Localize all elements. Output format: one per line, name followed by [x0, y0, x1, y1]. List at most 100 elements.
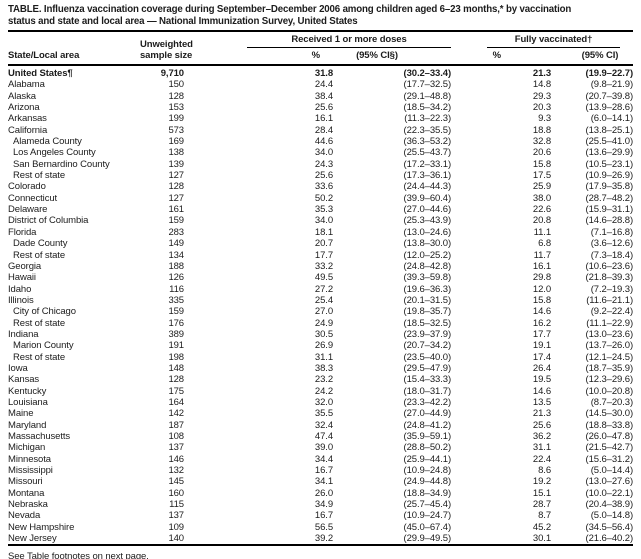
col-header-full-ci: (95% CI) — [581, 50, 619, 61]
table-row: Florida 283 18.1 (13.0–24.6) 11.1 (7.1–16.8) — [8, 227, 633, 238]
full-ci-cell: (14.6–28.8) — [585, 215, 634, 227]
full-ci-cell: (11.6–21.1) — [586, 294, 634, 306]
full-ci-cell: (8.7–20.3) — [590, 396, 634, 408]
dose1-ci-cell: (35.9–59.1) — [403, 431, 452, 442]
dose1-ci-cell: (25.3–43.9) — [403, 215, 452, 227]
full-ci-cell: (13.0–23.6) — [585, 328, 634, 340]
dose1-percent-cell: 26.0 — [314, 487, 333, 499]
full-ci-cell: (18.8–33.8) — [585, 419, 634, 431]
full-percent-cell: 38.0 — [532, 192, 552, 204]
col-group-fully-vaccinated: Fully vaccinated† — [451, 31, 633, 48]
dose1-ci-cell: (29.1–48.8) — [403, 90, 452, 102]
sample-size-cell: 138 — [168, 147, 184, 159]
full-percent-cell: 14.8 — [532, 79, 552, 91]
full-percent-cell: 17.5 — [532, 170, 552, 182]
dose1-percent-cell: 27.2 — [314, 283, 333, 295]
sample-size-cell: 150 — [168, 79, 184, 91]
dose1-ci-cell: (36.3–53.2) — [403, 136, 452, 148]
table-row: Nebraska 115 34.9 (25.7–45.4) 28.7 (20.4–38.9… — [8, 499, 633, 510]
full-ci-cell: (21.6–40.2) — [585, 533, 634, 545]
table-row: Alabama 150 24.4 (17.7–32.5) 14.8 (9.8–21.9) — [8, 79, 633, 90]
sample-size-cell: 137 — [168, 510, 184, 522]
full-percent-cell: 8.6 — [538, 465, 552, 477]
sample-size-cell: 176 — [168, 317, 184, 329]
dose1-ci-cell: (10.9–24.7) — [403, 510, 452, 522]
full-ci-cell: (14.5–30.0) — [585, 408, 634, 420]
dose1-ci-cell: (39.9–60.4) — [403, 192, 452, 204]
area-cell: Rest of state — [13, 170, 66, 182]
table-row: Arizona 153 25.6 (18.5–34.2) 20.3 (13.9–28.6) — [8, 102, 633, 113]
sample-size-cell: 9,710 — [160, 68, 184, 79]
full-ci-cell: (25.5–41.0) — [585, 136, 634, 148]
full-ci-cell: (10.5–23.1) — [585, 158, 634, 170]
full-ci-cell: (12.3–29.6) — [585, 374, 634, 386]
dose1-ci-cell: (17.2–33.1) — [403, 158, 452, 170]
full-ci-cell: (13.7–26.0) — [585, 340, 634, 352]
full-ci-cell: (20.7–39.8) — [585, 90, 634, 102]
table-row: Michigan 137 39.0 (28.8–50.2) 31.1 (21.5–42.7… — [8, 442, 633, 453]
full-percent-cell: 8.7 — [538, 510, 552, 522]
dose1-ci-cell: (19.6–36.3) — [403, 283, 452, 295]
dose1-percent-cell: 33.6 — [314, 181, 333, 193]
area-cell: New Jersey — [8, 533, 57, 545]
dose1-percent-cell: 24.3 — [314, 158, 333, 170]
sample-size-cell: 134 — [168, 249, 184, 261]
sample-size-cell: 389 — [168, 328, 184, 340]
full-ci-cell: (26.0–47.8) — [585, 431, 634, 442]
area-cell: Kentucky — [8, 385, 47, 397]
sample-size-cell: 573 — [168, 124, 184, 136]
dose1-ci-cell: (20.1–31.5) — [403, 294, 452, 306]
table-row: Alaska 128 38.4 (29.1–48.8) 29.3 (20.7–39.8) — [8, 91, 633, 102]
full-ci-cell: (5.0–14.8) — [590, 510, 634, 522]
dose1-percent-cell: 20.7 — [314, 238, 333, 250]
table-title: TABLE. Influenza vaccination coverage du… — [8, 4, 633, 27]
table-row: Maine 142 35.5 (27.0–44.9) 21.3 (14.5–30.0) — [8, 408, 633, 419]
full-percent-cell: 31.1 — [532, 442, 552, 454]
dose1-ci-cell: (30.2–33.4) — [403, 68, 452, 79]
area-cell: United States¶ — [8, 68, 73, 79]
dose1-percent-cell: 24.2 — [314, 385, 333, 397]
dose1-ci-cell: (25.9–44.1) — [403, 453, 452, 465]
full-percent-cell: 16.1 — [532, 260, 552, 272]
dose1-ci-cell: (18.5–34.2) — [403, 102, 452, 114]
table-row: Alameda County 169 44.6 (36.3–53.2) 32.8 (25.… — [8, 136, 633, 147]
full-ci-cell: (5.0–14.4) — [590, 465, 634, 477]
full-percent-cell: 18.8 — [532, 124, 552, 136]
area-cell: California — [8, 124, 48, 136]
sample-size-cell: 142 — [168, 408, 184, 420]
dose1-percent-cell: 39.2 — [314, 533, 333, 545]
dose1-percent-cell: 34.9 — [314, 499, 333, 511]
dose1-percent-cell: 30.5 — [314, 328, 333, 340]
sample-size-cell: 159 — [168, 215, 184, 227]
dose1-ci-cell: (20.7–34.2) — [403, 340, 452, 352]
full-percent-cell: 14.6 — [532, 306, 552, 318]
full-ci-cell: (21.8–39.3) — [585, 272, 634, 284]
dose1-percent-cell: 16.7 — [314, 465, 333, 477]
dose1-ci-cell: (24.8–42.8) — [403, 260, 452, 272]
full-percent-cell: 21.3 — [532, 68, 552, 79]
dose1-percent-cell: 47.4 — [314, 431, 333, 442]
dose1-percent-cell: 24.4 — [314, 79, 333, 91]
dose1-percent-cell: 17.7 — [314, 249, 333, 261]
dose1-ci-cell: (11.3–22.3) — [404, 113, 452, 125]
dose1-ci-cell: (24.4–44.3) — [403, 181, 452, 193]
full-percent-cell: 22.6 — [532, 204, 552, 216]
full-percent-cell: 15.8 — [532, 158, 552, 170]
full-percent-cell: 45.2 — [532, 521, 552, 533]
dose1-ci-cell: (12.0–25.2) — [403, 249, 452, 261]
table-row: District of Columbia 159 34.0 (25.3–43.9) 20… — [8, 215, 633, 226]
col-header-dose1-percent: % — [311, 50, 320, 61]
col-header-sample-size-line2: sample size — [140, 50, 193, 61]
full-percent-cell: 25.9 — [532, 181, 552, 193]
full-percent-cell: 11.1 — [533, 226, 552, 238]
full-percent-cell: 20.6 — [532, 147, 552, 159]
full-ci-cell: (7.2–19.3) — [590, 283, 634, 295]
dose1-percent-cell: 39.0 — [314, 442, 333, 454]
table-row: Kentucky 175 24.2 (18.0–31.7) 14.6 (10.0–20.8… — [8, 386, 633, 397]
sample-size-cell: 139 — [168, 158, 184, 170]
sample-size-cell: 128 — [168, 181, 184, 193]
table-row: Marion County 191 26.9 (20.7–34.2) 19.1 (13.7… — [8, 340, 633, 351]
table-row: Kansas 128 23.2 (15.4–33.3) 19.5 (12.3–29.6) — [8, 374, 633, 385]
full-percent-cell: 28.7 — [532, 499, 552, 511]
col-group-received-doses: Received 1 or more doses — [206, 31, 452, 48]
